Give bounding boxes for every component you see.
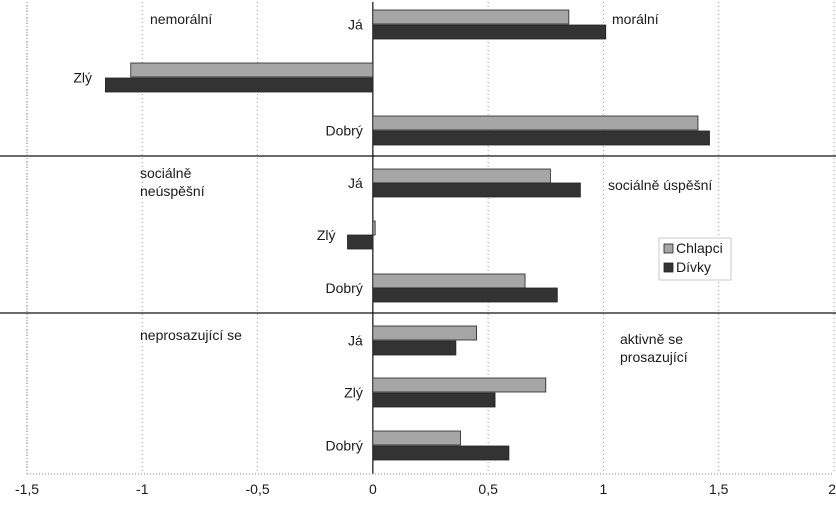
negative-pole-label: neprosazující se	[140, 327, 242, 343]
x-tick-label: 1,5	[709, 481, 729, 497]
category-label: Já	[348, 333, 363, 349]
bar-chlapci	[372, 430, 461, 446]
legend-entry: Dívky	[676, 259, 711, 275]
bar-dvky	[372, 182, 581, 198]
bar-chlapci	[372, 377, 547, 393]
bar-dvky	[372, 287, 558, 303]
bar-chlapci	[372, 115, 699, 131]
bar-dvky	[372, 445, 510, 461]
bar-chlapci	[372, 273, 526, 289]
x-tick-label: 2	[828, 481, 836, 497]
bars	[104, 9, 710, 461]
category-label: Já	[348, 17, 363, 33]
bar-chlapci	[130, 62, 374, 78]
group-annotations: nemorální morální sociálně neúspěšní sociáln…	[140, 11, 712, 365]
bar-dvky	[347, 234, 374, 250]
negative-pole-label: nemorální	[150, 11, 212, 27]
bar-chlapci	[372, 168, 551, 184]
legend: Chlapci Dívky	[658, 237, 732, 281]
bar-dvky	[372, 340, 457, 356]
bar-dvky	[372, 24, 607, 40]
positive-pole-label: morální	[612, 11, 659, 27]
negative-pole-label: neúspěšní	[140, 183, 205, 199]
category-label: Já	[348, 175, 363, 191]
category-label: Dobrý	[325, 123, 362, 139]
category-labels: Já Zlý Dobrý Já Zlý Dobrý Já Zlý Dobrý	[73, 17, 363, 454]
bar-chlapci	[372, 9, 570, 25]
x-tick-label: -1,5	[15, 481, 39, 497]
bar-dvky	[372, 392, 496, 408]
x-tick-label: 1	[600, 481, 608, 497]
x-tick-label: -0,5	[246, 481, 270, 497]
positive-pole-label: sociálně úspěšní	[608, 177, 712, 193]
bar-chlapci	[372, 220, 376, 236]
bar-dvky	[372, 130, 710, 146]
negative-pole-label: sociálně	[140, 165, 192, 181]
x-tick-label: 0	[369, 481, 377, 497]
bar-chlapci	[372, 325, 478, 341]
legend-swatch	[663, 243, 674, 254]
legend-swatch	[663, 262, 674, 273]
x-tick-label: -1	[136, 481, 149, 497]
legend-entry: Chlapci	[676, 240, 723, 256]
category-label: Zlý	[344, 385, 363, 401]
x-axis-ticks: -1,5 -1 -0,5 0 0,5 1 1,5 2	[15, 481, 836, 497]
category-label: Dobrý	[325, 280, 362, 296]
x-tick-label: 0,5	[478, 481, 498, 497]
category-label: Zlý	[317, 227, 336, 243]
bar-dvky	[104, 77, 374, 93]
category-label: Zlý	[73, 70, 92, 86]
category-label: Dobrý	[325, 438, 362, 454]
positive-pole-label: aktivně se	[620, 331, 683, 347]
positive-pole-label: prosazující	[620, 349, 688, 365]
